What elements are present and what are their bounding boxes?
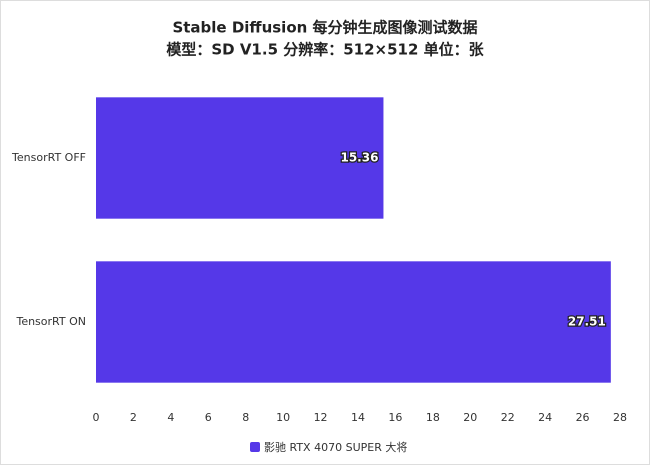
legend-swatch	[250, 442, 260, 452]
legend-label: 影驰 RTX 4070 SUPER 大将	[264, 440, 407, 454]
value-label: 27.51	[568, 315, 606, 329]
x-tick-label: 0	[93, 411, 100, 424]
x-tick-label: 26	[576, 411, 590, 424]
x-tick-label: 6	[205, 411, 212, 424]
y-tick-label: TensorRT OFF	[11, 151, 86, 164]
x-tick-label: 16	[388, 411, 402, 424]
x-tick-label: 14	[351, 411, 365, 424]
chart-subtitle: 模型：SD V1.5 分辨率：512×512 单位：张	[166, 41, 484, 59]
x-tick-label: 28	[613, 411, 627, 424]
bar	[96, 261, 611, 383]
x-tick-label: 24	[538, 411, 552, 424]
x-tick-label: 4	[167, 411, 174, 424]
bar	[96, 97, 384, 219]
x-tick-label: 8	[242, 411, 249, 424]
x-tick-label: 2	[130, 411, 137, 424]
x-tick-label: 12	[314, 411, 328, 424]
y-tick-label: TensorRT ON	[15, 315, 86, 328]
x-tick-label: 22	[501, 411, 515, 424]
value-label: 15.36	[340, 151, 378, 165]
x-tick-label: 18	[426, 411, 440, 424]
x-tick-label: 20	[463, 411, 477, 424]
x-tick-label: 10	[276, 411, 290, 424]
chart-title: Stable Diffusion 每分钟生成图像测试数据	[172, 19, 477, 37]
